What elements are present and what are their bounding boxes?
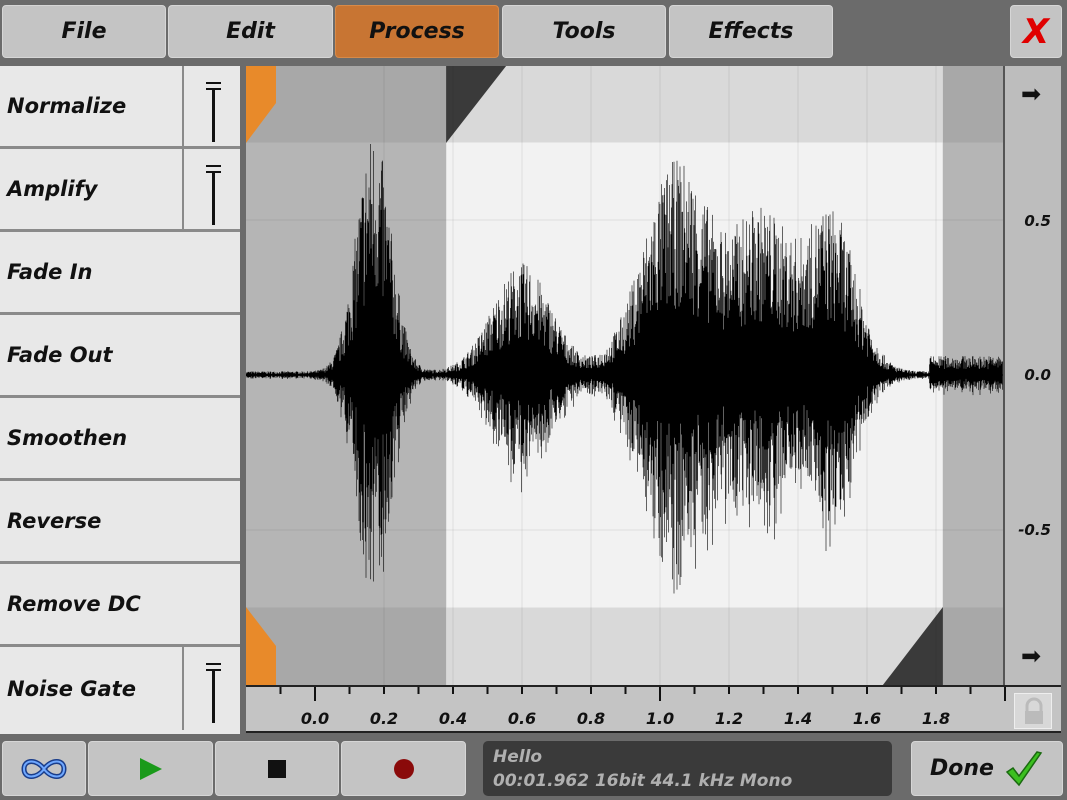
infinity-icon [21,758,67,779]
x-label: 1.4 [783,709,813,728]
ruler-ticks [279,687,1006,701]
record-icon [393,758,414,779]
file-details: 00:01.962 16bit 44.1 kHz Mono [493,771,793,791]
item-label: Fade Out [7,343,113,367]
normalize-slider[interactable] [182,66,240,149]
close-button[interactable]: X [1010,5,1062,58]
x-label: 0.2 [369,709,399,728]
process-remove-dc[interactable]: Remove DC [0,564,240,647]
waveform-canvas[interactable] [245,66,1003,685]
menu-tools[interactable]: Tools [502,5,666,58]
x-label: 0.4 [438,709,468,728]
amplify-slider[interactable] [182,149,240,232]
process-smoothen[interactable]: Smoothen [0,398,240,481]
item-label: Noise Gate [7,676,136,701]
process-normalize[interactable]: Normalize [0,66,240,149]
x-label: 1.8 [921,709,951,728]
x-label: 1.6 [852,709,882,728]
x-label: 1.2 [714,709,744,728]
item-label: Reverse [7,509,102,533]
menu-effects[interactable]: Effects [669,5,833,58]
process-amplify[interactable]: Amplify [0,149,240,232]
process-fade-in[interactable]: Fade In [0,232,240,315]
record-button[interactable] [341,741,466,796]
arrow-right-icon[interactable]: ➡ [1021,80,1042,108]
play-button[interactable] [88,741,213,796]
done-label: Done [930,756,994,781]
file-info-panel: Hello 00:01.962 16bit 44.1 kHz Mono [483,741,892,796]
selection-end-handle [882,607,943,685]
x-label: 0.6 [507,709,537,728]
item-label: Normalize [7,94,127,118]
process-panel: Normalize Amplify Fade In Fade Out Smoot… [0,66,240,734]
checkmark-icon [1005,750,1043,786]
time-ruler[interactable]: 0.0 0.2 0.4 0.6 0.8 1.0 1.2 1.4 1.6 1.8 [246,685,1061,733]
file-name: Hello [493,747,543,767]
x-label: 0.0 [300,709,330,728]
item-label: Amplify [7,177,98,201]
process-reverse[interactable]: Reverse [0,481,240,564]
process-fade-out[interactable]: Fade Out [0,315,240,398]
menu-edit[interactable]: Edit [168,5,333,58]
noise-gate-slider[interactable] [182,647,240,730]
item-label: Smoothen [7,426,128,450]
done-button[interactable]: Done [911,741,1063,796]
loop-button[interactable] [2,741,86,796]
menu-file[interactable]: File [2,5,166,58]
process-noise-gate[interactable]: Noise Gate [0,647,240,730]
item-label: Remove DC [7,592,141,616]
lock-button[interactable] [1014,693,1052,729]
stop-icon [268,759,286,778]
y-label: 0.0 [1024,366,1051,384]
item-label: Fade In [7,260,93,284]
waveform-view[interactable] [245,66,1003,685]
start-marker-bottom [246,607,276,685]
y-label: -0.5 [1018,521,1051,539]
x-label: 0.8 [576,709,606,728]
start-marker-top [246,66,276,143]
amplitude-scale: ➡ 0.5 0.0 -0.5 ➡ [1003,66,1061,685]
lock-icon [1025,697,1043,724]
menu-process[interactable]: Process [335,5,499,58]
arrow-right-icon[interactable]: ➡ [1021,642,1042,670]
y-label: 0.5 [1024,212,1051,230]
selection-start-handle [446,66,507,143]
stop-button[interactable] [215,741,339,796]
play-icon [139,757,162,780]
x-label: 1.0 [645,709,675,728]
